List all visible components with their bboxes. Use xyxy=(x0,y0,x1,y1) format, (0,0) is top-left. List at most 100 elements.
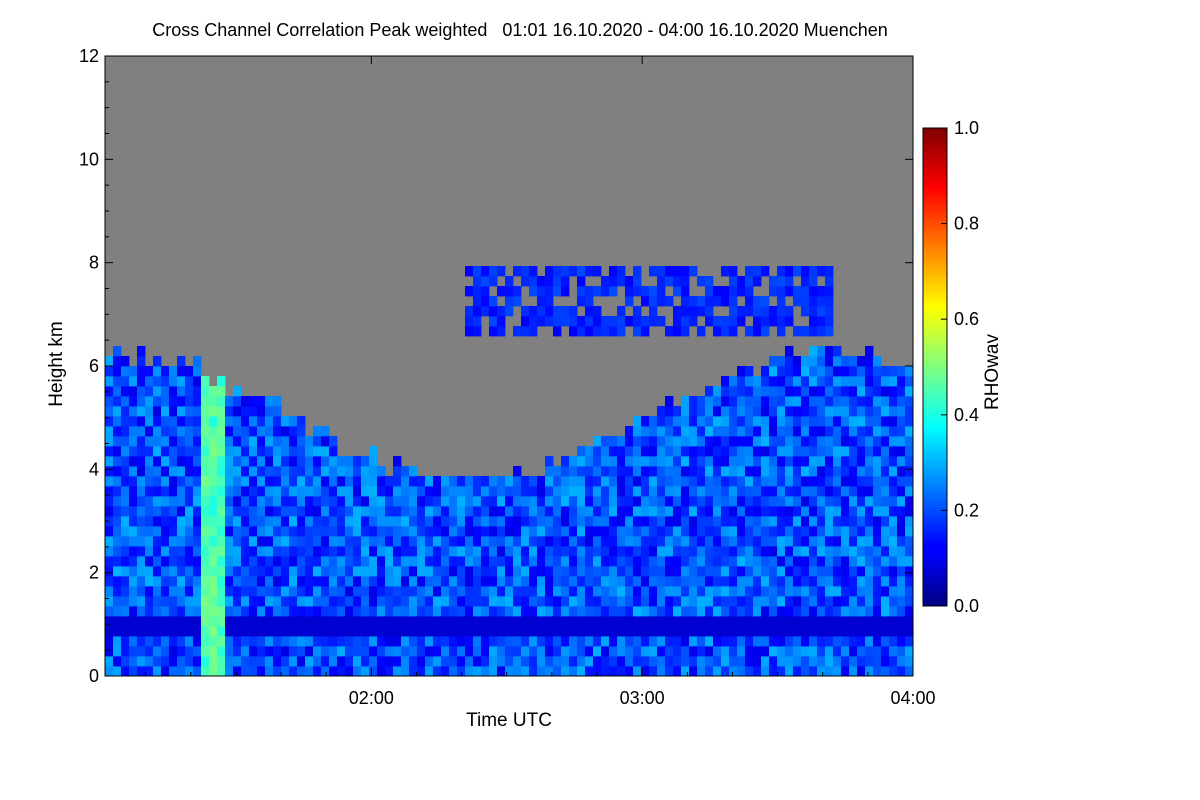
heatmap-cell xyxy=(225,436,234,447)
heatmap-cell xyxy=(905,456,914,467)
heatmap-cell xyxy=(561,466,570,477)
heatmap-cell xyxy=(121,456,130,467)
heatmap-cell xyxy=(737,496,746,507)
heatmap-cell xyxy=(441,586,450,597)
heatmap-cell xyxy=(889,486,898,497)
heatmap-cell xyxy=(689,526,698,537)
heatmap-cell xyxy=(657,446,666,457)
heatmap-cell xyxy=(385,606,394,617)
heatmap-cell xyxy=(457,626,466,637)
heatmap-cell xyxy=(665,606,674,617)
heatmap-cell xyxy=(713,606,722,617)
heatmap-cell xyxy=(401,466,410,477)
heatmap-cell xyxy=(809,506,818,517)
heatmap-cell xyxy=(433,476,442,487)
heatmap-cell xyxy=(465,666,474,677)
heatmap-cell xyxy=(201,496,210,507)
heatmap-cell xyxy=(873,376,882,387)
heatmap-cell xyxy=(609,566,618,577)
heatmap-cell xyxy=(665,666,674,677)
heatmap-cell xyxy=(481,636,490,647)
heatmap-cell xyxy=(417,616,426,627)
heatmap-cell xyxy=(761,376,770,387)
heatmap-cell xyxy=(377,636,386,647)
heatmap-cell xyxy=(745,456,754,467)
heatmap-cell xyxy=(777,406,786,417)
heatmap-cell xyxy=(369,446,378,457)
heatmap-cell xyxy=(561,526,570,537)
heatmap-cell xyxy=(529,566,538,577)
heatmap-cell xyxy=(817,636,826,647)
heatmap-cell xyxy=(489,306,498,317)
heatmap-cell xyxy=(345,536,354,547)
heatmap-cell xyxy=(537,296,546,307)
heatmap-cell xyxy=(481,556,490,567)
heatmap-cell xyxy=(145,546,154,557)
heatmap-cell xyxy=(737,536,746,547)
heatmap-cell xyxy=(553,576,562,587)
heatmap-cell xyxy=(385,476,394,487)
heatmap-cell xyxy=(761,666,770,677)
heatmap-cell xyxy=(169,386,178,397)
heatmap-cell xyxy=(481,296,490,307)
heatmap-cell xyxy=(617,436,626,447)
heatmap-cell xyxy=(577,456,586,467)
heatmap-cell xyxy=(585,646,594,657)
heatmap-cell xyxy=(601,636,610,647)
heatmap-cell xyxy=(881,446,890,457)
heatmap-cell xyxy=(497,326,506,337)
heatmap-cell xyxy=(809,416,818,427)
heatmap-cell xyxy=(545,576,554,587)
heatmap-cell xyxy=(553,526,562,537)
heatmap-cell xyxy=(185,406,194,417)
heatmap-cell xyxy=(817,466,826,477)
heatmap-cell xyxy=(777,356,786,367)
heatmap-cell xyxy=(457,576,466,587)
heatmap-cell xyxy=(489,276,498,287)
heatmap-cell xyxy=(233,396,242,407)
heatmap-cell xyxy=(721,466,730,477)
heatmap-cell xyxy=(609,616,618,627)
heatmap-cell xyxy=(697,296,706,307)
heatmap-cell xyxy=(193,556,202,567)
heatmap-cell xyxy=(137,576,146,587)
heatmap-cell xyxy=(553,566,562,577)
heatmap-cell xyxy=(849,576,858,587)
heatmap-cell xyxy=(497,616,506,627)
heatmap-cell xyxy=(633,426,642,437)
heatmap-cell xyxy=(809,616,818,627)
heatmap-cell xyxy=(473,656,482,667)
heatmap-cell xyxy=(113,446,122,457)
heatmap-cell xyxy=(465,566,474,577)
heatmap-cell xyxy=(721,446,730,457)
heatmap-cell xyxy=(353,586,362,597)
heatmap-cell xyxy=(593,456,602,467)
heatmap-cell xyxy=(193,486,202,497)
heatmap-cell xyxy=(673,306,682,317)
heatmap-cell xyxy=(153,626,162,637)
heatmap-cell xyxy=(369,596,378,607)
heatmap-cell xyxy=(681,576,690,587)
heatmap-cell xyxy=(449,596,458,607)
heatmap-cell xyxy=(521,666,530,677)
heatmap-cell xyxy=(177,666,186,677)
heatmap-cell xyxy=(673,556,682,567)
heatmap-cell xyxy=(265,396,274,407)
heatmap-cell xyxy=(673,576,682,587)
heatmap-cell xyxy=(873,356,882,367)
heatmap-cell xyxy=(633,416,642,427)
heatmap-cell xyxy=(537,586,546,597)
heatmap-cell xyxy=(601,466,610,477)
heatmap-cell xyxy=(465,586,474,597)
heatmap-cell xyxy=(729,316,738,327)
heatmap-cell xyxy=(649,656,658,667)
heatmap-cell xyxy=(113,626,122,637)
heatmap-cell xyxy=(361,526,370,537)
heatmap-cell xyxy=(481,286,490,297)
heatmap-cell xyxy=(673,426,682,437)
heatmap-cell xyxy=(833,666,842,677)
heatmap-cell xyxy=(497,666,506,677)
heatmap-cell xyxy=(721,376,730,387)
heatmap-cell xyxy=(561,456,570,467)
heatmap-cell xyxy=(225,466,234,477)
